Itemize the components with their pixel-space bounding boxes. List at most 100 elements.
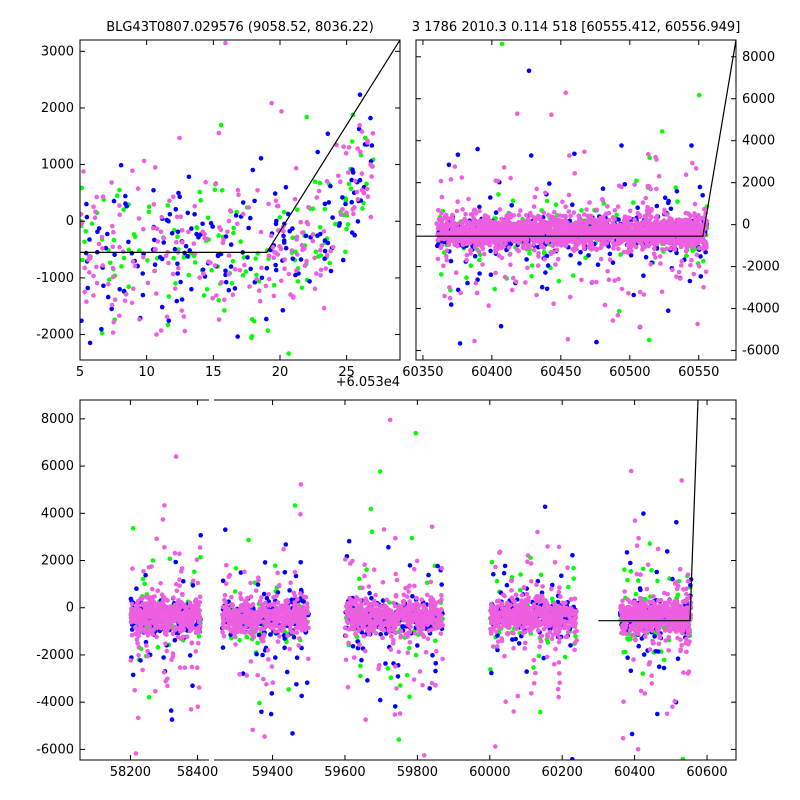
data-point bbox=[628, 668, 634, 674]
data-point bbox=[210, 224, 215, 229]
x-tick-label: 60450 bbox=[540, 365, 581, 380]
data-point bbox=[648, 186, 653, 192]
data-point bbox=[504, 213, 510, 219]
data-point bbox=[466, 196, 471, 202]
data-point bbox=[130, 566, 135, 571]
data-point bbox=[346, 145, 352, 150]
data-point bbox=[187, 653, 193, 658]
data-point bbox=[191, 241, 197, 246]
data-point bbox=[534, 292, 539, 298]
data-point bbox=[165, 322, 171, 328]
data-point bbox=[246, 225, 251, 231]
data-point bbox=[689, 221, 694, 226]
data-point bbox=[577, 217, 582, 223]
data-point bbox=[201, 271, 206, 277]
data-point bbox=[502, 222, 508, 228]
data-point bbox=[82, 265, 87, 271]
data-point bbox=[409, 535, 415, 541]
data-point bbox=[594, 234, 600, 240]
data-point bbox=[636, 578, 641, 583]
data-point bbox=[523, 280, 528, 285]
data-point bbox=[653, 649, 659, 654]
data-point bbox=[670, 267, 675, 273]
data-point bbox=[509, 203, 514, 208]
data-point bbox=[250, 167, 256, 173]
data-point bbox=[281, 209, 287, 215]
data-point bbox=[134, 586, 139, 591]
data-point bbox=[166, 294, 172, 299]
data-point bbox=[638, 239, 644, 244]
data-point bbox=[321, 305, 327, 311]
data-point bbox=[662, 210, 667, 216]
data-point bbox=[110, 274, 116, 280]
data-point bbox=[513, 636, 518, 642]
data-point bbox=[202, 235, 207, 241]
data-point bbox=[152, 268, 157, 274]
data-point bbox=[285, 211, 291, 217]
data-point bbox=[592, 227, 597, 233]
data-point bbox=[566, 209, 572, 214]
y-tick-label: 8000 bbox=[742, 50, 775, 65]
x-offset-label: +6.053e4 bbox=[336, 375, 400, 390]
data-point bbox=[457, 227, 462, 232]
data-point bbox=[692, 239, 698, 244]
panel-top-left: BLG43T0807.029576 (9058.52, 8036.22) 5 10… bbox=[36, 20, 401, 390]
data-point bbox=[448, 258, 454, 264]
data-point bbox=[605, 269, 610, 274]
data-point bbox=[494, 578, 500, 584]
data-point bbox=[655, 226, 661, 232]
data-point bbox=[654, 241, 660, 247]
x-tick-label: 15 bbox=[205, 365, 222, 380]
data-point bbox=[182, 328, 188, 334]
data-point bbox=[323, 266, 329, 271]
data-point bbox=[226, 218, 232, 224]
data-point bbox=[683, 172, 689, 177]
data-point bbox=[616, 223, 621, 228]
data-point bbox=[468, 229, 473, 235]
data-point bbox=[219, 280, 224, 285]
data-point bbox=[233, 213, 239, 218]
data-point bbox=[118, 162, 124, 168]
data-point bbox=[92, 215, 98, 220]
data-point bbox=[553, 218, 558, 224]
data-point bbox=[439, 236, 445, 241]
data-point bbox=[678, 276, 683, 281]
data-point bbox=[571, 576, 576, 581]
data-point bbox=[158, 229, 164, 235]
data-point bbox=[471, 228, 477, 233]
data-point bbox=[651, 251, 657, 257]
data-point bbox=[192, 569, 197, 575]
data-point bbox=[181, 579, 186, 584]
data-point bbox=[525, 216, 531, 222]
data-point bbox=[598, 256, 604, 262]
data-point bbox=[226, 287, 232, 293]
data-point bbox=[343, 201, 348, 207]
data-point bbox=[674, 274, 679, 279]
data-point bbox=[697, 245, 702, 251]
data-point bbox=[200, 267, 206, 273]
data-point bbox=[455, 243, 460, 249]
data-point bbox=[233, 566, 239, 571]
data-point bbox=[142, 581, 147, 587]
data-point bbox=[507, 252, 513, 257]
data-point bbox=[364, 567, 369, 572]
data-point bbox=[344, 210, 349, 215]
data-point bbox=[517, 227, 523, 233]
data-point bbox=[455, 221, 460, 227]
data-point bbox=[654, 569, 659, 575]
data-point bbox=[312, 179, 318, 185]
data-point bbox=[227, 208, 233, 213]
data-point bbox=[567, 294, 573, 300]
data-point bbox=[264, 316, 269, 322]
data-point bbox=[354, 189, 360, 195]
x-tick-label: 5 bbox=[76, 365, 84, 380]
data-point bbox=[259, 709, 264, 715]
data-point bbox=[154, 332, 159, 337]
data-point bbox=[575, 224, 580, 230]
data-point bbox=[619, 228, 624, 233]
data-point bbox=[592, 217, 597, 222]
data-point bbox=[370, 131, 376, 136]
data-point bbox=[475, 146, 480, 152]
data-point bbox=[524, 669, 529, 674]
data-point bbox=[101, 283, 106, 289]
